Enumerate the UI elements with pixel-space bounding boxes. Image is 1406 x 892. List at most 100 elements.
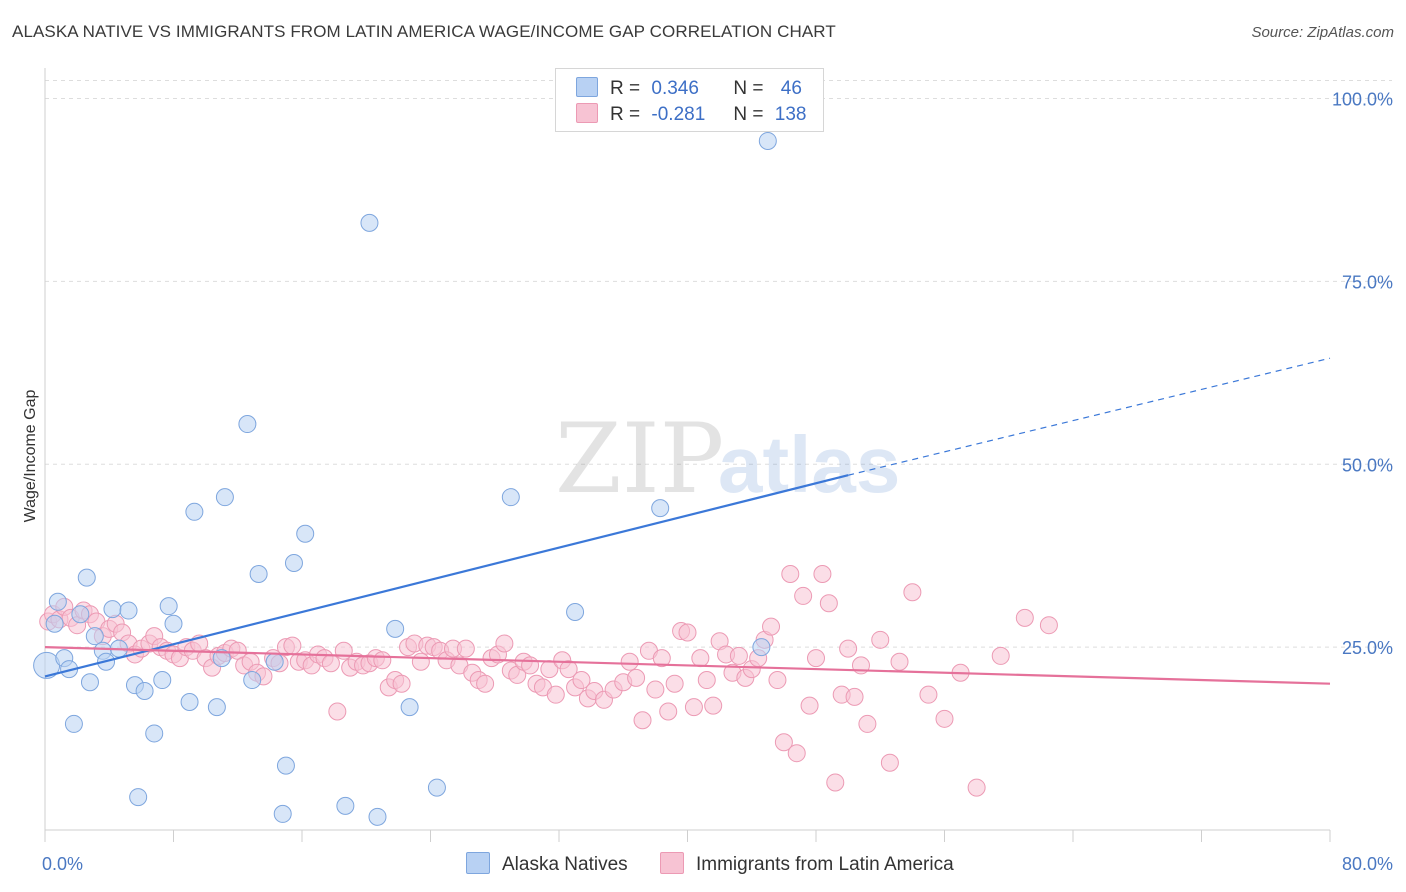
immigrants-point	[919, 685, 938, 704]
legend-r-label: R =	[610, 104, 641, 125]
immigrants-point	[794, 586, 813, 605]
watermark-atlas: atlas	[718, 420, 900, 509]
immigrants-point	[627, 668, 646, 687]
immigrants-point	[967, 778, 986, 797]
immigrants-point	[652, 649, 671, 668]
x-tick-label: 0.0%	[42, 854, 83, 874]
watermark: ZIP atlas	[555, 403, 900, 515]
bottom-legend-label: Alaska Natives	[502, 854, 628, 875]
immigrants-point	[283, 636, 302, 655]
immigrants-point	[858, 714, 877, 733]
immigrants-point	[704, 696, 723, 715]
immigrants-point	[392, 674, 411, 693]
alaska-natives-point	[400, 698, 419, 717]
alaska-natives-point	[386, 619, 405, 638]
immigrants-point	[684, 698, 703, 717]
y-tick-label: 75.0%	[1342, 272, 1393, 292]
alaska-natives-point	[265, 652, 284, 671]
alaska-natives-point	[249, 564, 268, 583]
alaska-natives-point	[135, 682, 154, 701]
immigrants-point	[678, 623, 697, 642]
immigrants-point	[659, 702, 678, 721]
alaska-natives-points	[33, 131, 777, 826]
immigrants-point	[321, 654, 340, 673]
legend-r-value: -0.281	[651, 104, 706, 125]
immigrants-point	[646, 680, 665, 699]
immigrants-point	[729, 646, 748, 665]
immigrants-point	[903, 583, 922, 602]
alaska-natives-point	[77, 568, 96, 587]
alaska-natives-point	[180, 692, 199, 711]
chart-title: ALASKA NATIVE VS IMMIGRANTS FROM LATIN A…	[12, 22, 836, 41]
immigrants-point	[1039, 616, 1058, 635]
alaska-natives-point	[85, 627, 104, 646]
alaska-natives-point	[212, 649, 231, 668]
immigrants-point	[839, 639, 858, 658]
grid-lines	[45, 80, 1392, 648]
alaska-natives-point	[159, 597, 178, 616]
alaska-natives-point	[360, 213, 379, 232]
immigrants-points	[39, 564, 1058, 797]
axes	[44, 68, 1331, 842]
immigrants-point	[787, 744, 806, 763]
alaska-natives-point	[153, 671, 172, 690]
immigrants-point	[781, 564, 800, 583]
alaska-natives-point	[273, 804, 292, 823]
alaska-natives-point	[64, 714, 83, 733]
legend-row-latin: R = -0.281 N = 138	[576, 103, 806, 125]
alaska-natives-point	[238, 415, 257, 434]
immigrants-point	[620, 652, 639, 671]
immigrants-point	[572, 671, 591, 690]
alaska-natives-point	[215, 488, 234, 507]
immigrants-point	[691, 649, 710, 668]
alaska-natives-point	[752, 638, 771, 657]
alaska-natives-point	[185, 502, 204, 521]
alaska-natives-point	[276, 756, 295, 775]
immigrants-point	[807, 649, 825, 668]
immigrants-point	[559, 660, 578, 679]
immigrants-point	[826, 773, 845, 792]
immigrants-trend-line	[44, 646, 1331, 685]
y-axis-label: Wage/Income Gap	[22, 390, 39, 523]
immigrants-point	[546, 685, 565, 704]
alaska-natives-point	[103, 600, 122, 619]
immigrants-point	[762, 617, 781, 636]
y-tick-label: 100.0%	[1332, 90, 1393, 110]
immigrants-point	[476, 674, 495, 693]
legend-n-label: N =	[733, 104, 764, 125]
legend-r-label: R =	[610, 78, 641, 99]
immigrants-point	[871, 630, 890, 649]
immigrants-point	[521, 656, 540, 675]
immigrants-point	[819, 594, 838, 613]
legend-n-label: N =	[733, 78, 764, 99]
legend-swatch-pink	[576, 103, 598, 123]
bottom-legend-latin: Immigrants from Latin America	[660, 852, 954, 876]
alaska-natives-point	[427, 778, 446, 797]
immigrants-point	[495, 634, 514, 653]
alaska-natives-point	[207, 698, 226, 717]
immigrants-point	[800, 696, 819, 715]
immigrants-point	[373, 651, 392, 670]
immigrants-point	[328, 702, 347, 721]
alaska-natives-point	[45, 614, 64, 633]
alaska-natives-point	[48, 592, 67, 611]
immigrants-point	[890, 652, 909, 671]
alaska-natives-point	[243, 671, 262, 690]
alaska-natives-point	[129, 788, 148, 807]
immigrants-point	[774, 733, 793, 752]
immigrants-point	[697, 671, 716, 690]
alaska-natives-point	[651, 499, 670, 518]
immigrants-point	[991, 646, 1010, 665]
tick-labels: 25.0% 50.0% 75.0% 100.0% 0.0% 80.0%	[42, 90, 1393, 874]
alaska-natives-point	[368, 807, 387, 826]
bottom-legend-label: Immigrants from Latin America	[696, 854, 954, 875]
alaska-natives-trend-line	[44, 474, 849, 678]
legend-n-value: 138	[774, 104, 807, 125]
immigrants-point	[456, 639, 475, 658]
legend-swatch-blue	[576, 77, 598, 97]
y-tick-label: 25.0%	[1342, 638, 1393, 658]
immigrants-point	[1015, 608, 1034, 627]
alaska-natives-point	[284, 554, 303, 573]
alaska-natives-point	[296, 524, 315, 543]
